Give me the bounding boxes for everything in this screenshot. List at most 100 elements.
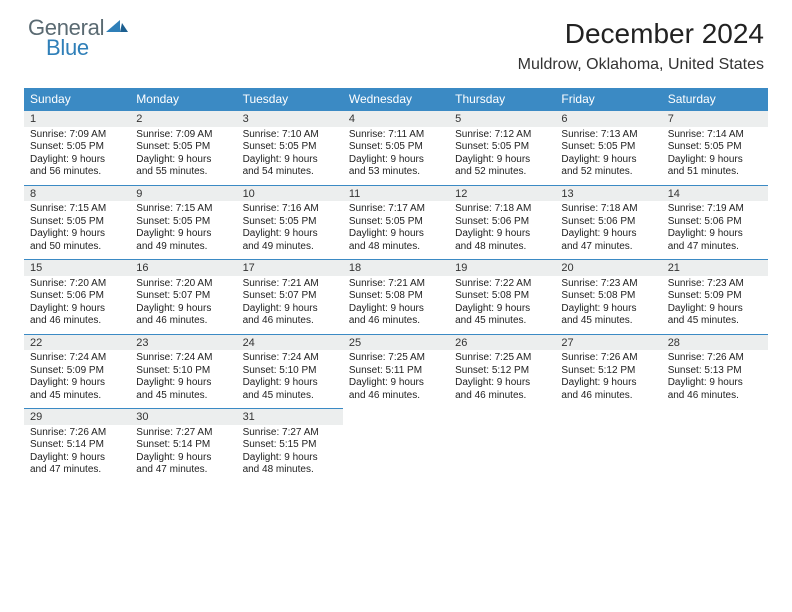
day-of-week-header: Thursday [449,88,555,111]
daylight-text: Daylight: 9 hours and 45 minutes. [243,377,337,402]
day-number-cell: 27 [555,334,661,350]
day-number-cell: 22 [24,334,130,350]
sunset-text: Sunset: 5:09 PM [30,365,124,378]
daylight-text: Daylight: 9 hours and 54 minutes. [243,154,337,179]
day-number-cell: 17 [237,260,343,276]
daylight-text: Daylight: 9 hours and 52 minutes. [561,154,655,179]
daylight-text: Daylight: 9 hours and 53 minutes. [349,154,443,179]
sunset-text: Sunset: 5:08 PM [561,290,655,303]
day-number-row: 293031 [24,409,768,425]
sunrise-text: Sunrise: 7:24 AM [243,352,337,365]
daylight-text: Daylight: 9 hours and 48 minutes. [243,452,337,477]
sunset-text: Sunset: 5:08 PM [455,290,549,303]
daylight-text: Daylight: 9 hours and 45 minutes. [668,303,762,328]
day-number-cell: 8 [24,185,130,201]
day-detail-cell: Sunrise: 7:11 AMSunset: 5:05 PMDaylight:… [343,127,449,186]
day-detail-cell: Sunrise: 7:27 AMSunset: 5:15 PMDaylight:… [237,425,343,483]
day-number-cell [662,409,768,425]
sunrise-text: Sunrise: 7:25 AM [349,352,443,365]
day-number-cell: 24 [237,334,343,350]
title-block: December 2024 Muldrow, Oklahoma, United … [518,18,764,74]
day-of-week-header: Monday [130,88,236,111]
day-detail-cell: Sunrise: 7:17 AMSunset: 5:05 PMDaylight:… [343,201,449,260]
day-detail-row: Sunrise: 7:24 AMSunset: 5:09 PMDaylight:… [24,350,768,409]
daylight-text: Daylight: 9 hours and 47 minutes. [30,452,124,477]
sunset-text: Sunset: 5:08 PM [349,290,443,303]
day-detail-cell: Sunrise: 7:25 AMSunset: 5:11 PMDaylight:… [343,350,449,409]
day-detail-cell: Sunrise: 7:19 AMSunset: 5:06 PMDaylight:… [662,201,768,260]
day-number-row: 891011121314 [24,185,768,201]
day-of-week-header: Tuesday [237,88,343,111]
sunrise-text: Sunrise: 7:25 AM [455,352,549,365]
sunrise-text: Sunrise: 7:14 AM [668,129,762,142]
daylight-text: Daylight: 9 hours and 52 minutes. [455,154,549,179]
day-number-cell: 6 [555,111,661,127]
day-number-cell: 13 [555,185,661,201]
sunset-text: Sunset: 5:12 PM [455,365,549,378]
day-detail-cell: Sunrise: 7:24 AMSunset: 5:10 PMDaylight:… [130,350,236,409]
day-detail-cell [555,425,661,483]
day-number-cell: 16 [130,260,236,276]
day-number-row: 22232425262728 [24,334,768,350]
daylight-text: Daylight: 9 hours and 46 minutes. [349,377,443,402]
location-text: Muldrow, Oklahoma, United States [518,56,764,74]
sunset-text: Sunset: 5:10 PM [243,365,337,378]
daylight-text: Daylight: 9 hours and 45 minutes. [561,303,655,328]
daylight-text: Daylight: 9 hours and 47 minutes. [668,228,762,253]
day-number-cell [449,409,555,425]
day-detail-cell: Sunrise: 7:12 AMSunset: 5:05 PMDaylight:… [449,127,555,186]
daylight-text: Daylight: 9 hours and 55 minutes. [136,154,230,179]
sunset-text: Sunset: 5:05 PM [30,216,124,229]
daylight-text: Daylight: 9 hours and 56 minutes. [30,154,124,179]
sunset-text: Sunset: 5:15 PM [243,439,337,452]
day-detail-cell: Sunrise: 7:15 AMSunset: 5:05 PMDaylight:… [24,201,130,260]
sunset-text: Sunset: 5:05 PM [349,216,443,229]
sunrise-text: Sunrise: 7:15 AM [30,203,124,216]
sunset-text: Sunset: 5:10 PM [136,365,230,378]
day-detail-cell: Sunrise: 7:24 AMSunset: 5:09 PMDaylight:… [24,350,130,409]
day-detail-cell: Sunrise: 7:25 AMSunset: 5:12 PMDaylight:… [449,350,555,409]
day-detail-cell: Sunrise: 7:23 AMSunset: 5:08 PMDaylight:… [555,276,661,335]
day-detail-cell: Sunrise: 7:20 AMSunset: 5:06 PMDaylight:… [24,276,130,335]
sunrise-text: Sunrise: 7:24 AM [30,352,124,365]
sunset-text: Sunset: 5:05 PM [455,141,549,154]
sunrise-text: Sunrise: 7:27 AM [136,427,230,440]
sunrise-text: Sunrise: 7:26 AM [668,352,762,365]
day-detail-cell: Sunrise: 7:10 AMSunset: 5:05 PMDaylight:… [237,127,343,186]
day-number-cell: 20 [555,260,661,276]
page-title: December 2024 [518,18,764,50]
sunrise-text: Sunrise: 7:18 AM [455,203,549,216]
day-number-cell: 26 [449,334,555,350]
sunrise-text: Sunrise: 7:17 AM [349,203,443,216]
day-detail-cell: Sunrise: 7:18 AMSunset: 5:06 PMDaylight:… [449,201,555,260]
day-number-row: 1234567 [24,111,768,127]
day-detail-cell: Sunrise: 7:15 AMSunset: 5:05 PMDaylight:… [130,201,236,260]
day-of-week-header: Saturday [662,88,768,111]
sunrise-text: Sunrise: 7:12 AM [455,129,549,142]
sunset-text: Sunset: 5:11 PM [349,365,443,378]
day-detail-cell: Sunrise: 7:26 AMSunset: 5:12 PMDaylight:… [555,350,661,409]
sunset-text: Sunset: 5:05 PM [561,141,655,154]
day-of-week-header: Friday [555,88,661,111]
day-detail-cell: Sunrise: 7:20 AMSunset: 5:07 PMDaylight:… [130,276,236,335]
sunset-text: Sunset: 5:09 PM [668,290,762,303]
sunrise-text: Sunrise: 7:21 AM [243,278,337,291]
calendar-table: SundayMondayTuesdayWednesdayThursdayFrid… [24,88,768,483]
day-detail-cell: Sunrise: 7:21 AMSunset: 5:08 PMDaylight:… [343,276,449,335]
day-number-cell: 12 [449,185,555,201]
sunrise-text: Sunrise: 7:21 AM [349,278,443,291]
day-of-week-header: Sunday [24,88,130,111]
day-detail-cell: Sunrise: 7:24 AMSunset: 5:10 PMDaylight:… [237,350,343,409]
day-number-cell: 15 [24,260,130,276]
day-detail-cell: Sunrise: 7:13 AMSunset: 5:05 PMDaylight:… [555,127,661,186]
day-number-cell: 18 [343,260,449,276]
day-detail-cell: Sunrise: 7:21 AMSunset: 5:07 PMDaylight:… [237,276,343,335]
day-number-cell: 4 [343,111,449,127]
daylight-text: Daylight: 9 hours and 51 minutes. [668,154,762,179]
sunrise-text: Sunrise: 7:26 AM [561,352,655,365]
sunrise-text: Sunrise: 7:18 AM [561,203,655,216]
day-detail-cell: Sunrise: 7:26 AMSunset: 5:14 PMDaylight:… [24,425,130,483]
day-number-cell: 28 [662,334,768,350]
day-detail-cell: Sunrise: 7:16 AMSunset: 5:05 PMDaylight:… [237,201,343,260]
day-detail-cell: Sunrise: 7:09 AMSunset: 5:05 PMDaylight:… [24,127,130,186]
